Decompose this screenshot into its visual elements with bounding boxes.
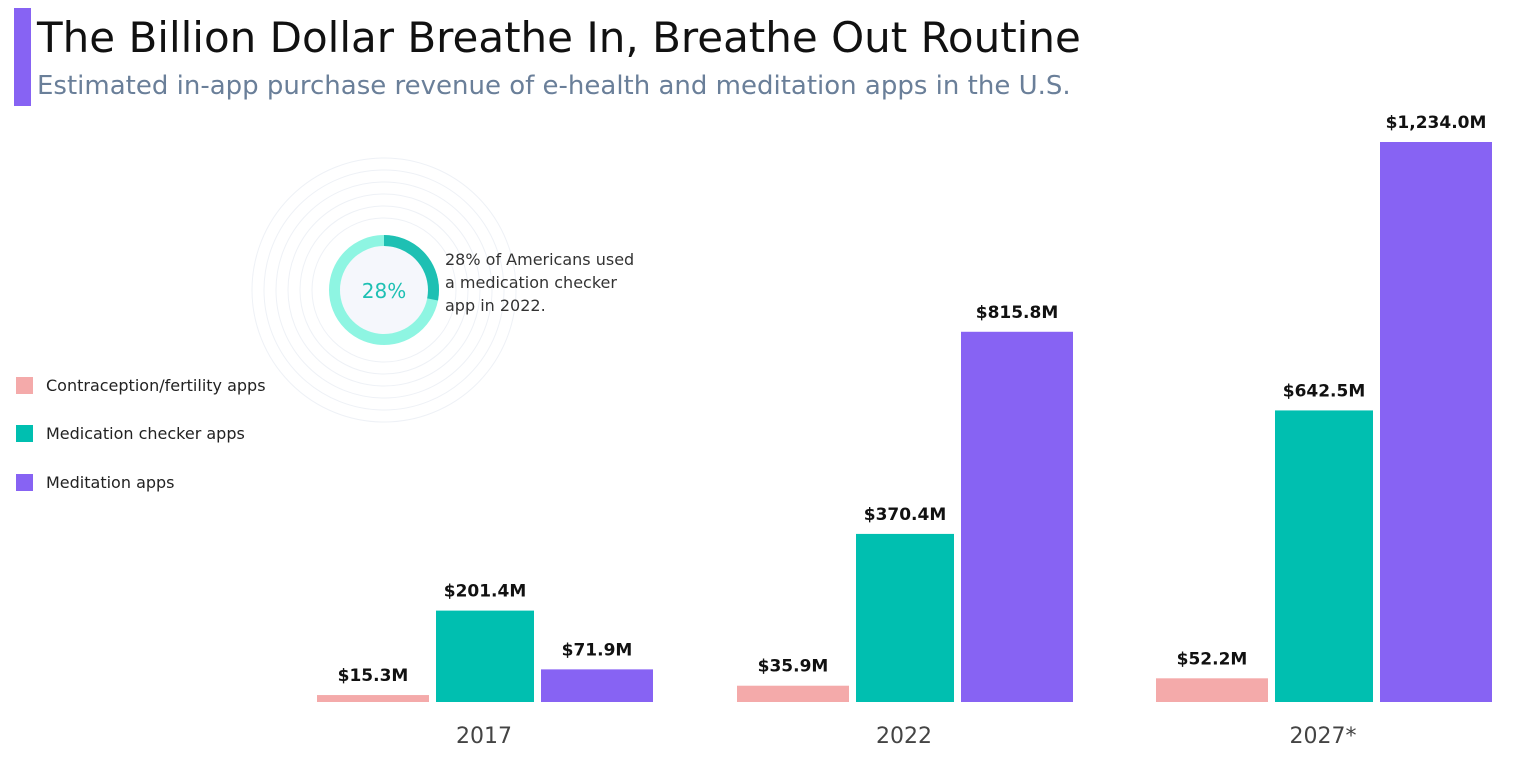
data-label-contraception-0: $15.3M bbox=[338, 666, 409, 686]
title-accent-bar bbox=[14, 8, 31, 106]
faint-background-rings bbox=[251, 157, 517, 423]
donut-arc-28-percent bbox=[329, 235, 439, 345]
bar-meditation-1 bbox=[961, 331, 1073, 702]
bar-contraception-0 bbox=[317, 695, 429, 702]
bar-medication-1 bbox=[856, 533, 954, 702]
data-label-contraception-2: $52.2M bbox=[1177, 649, 1248, 669]
chart-subtitle: Estimated in-app purchase revenue of e-h… bbox=[37, 71, 1071, 101]
legend-swatch-medication bbox=[16, 425, 33, 442]
legend-item-contraception: Contraception/fertility apps bbox=[16, 372, 266, 398]
legend-swatch-contraception bbox=[16, 376, 33, 394]
data-label-meditation-1: $815.8M bbox=[976, 303, 1059, 323]
legend-label-contraception: Contraception/fertility apps bbox=[46, 375, 266, 395]
legend-label-medication: Medication checker apps bbox=[46, 424, 245, 443]
data-label-meditation-0: $71.9M bbox=[562, 640, 633, 660]
donut-center-label: 28% bbox=[362, 279, 406, 303]
x-tick-label-0: 2017 bbox=[456, 724, 512, 749]
bar-medication-0 bbox=[436, 610, 534, 702]
chart-title: The Billion Dollar Breathe In, Breathe O… bbox=[37, 13, 1081, 62]
x-tick-label-2: 2027* bbox=[1290, 724, 1357, 749]
legend-swatch-meditation bbox=[16, 473, 33, 491]
bar-meditation-2 bbox=[1380, 142, 1492, 702]
annotation-donut: 28% bbox=[251, 157, 517, 423]
bar-meditation-0 bbox=[541, 669, 653, 702]
data-label-medication-2: $642.5M bbox=[1283, 381, 1366, 401]
legend-item-medication: Medication checker apps bbox=[16, 421, 266, 447]
legend-item-meditation: Meditation apps bbox=[16, 469, 266, 495]
data-label-medication-1: $370.4M bbox=[864, 505, 947, 525]
legend-label-meditation: Meditation apps bbox=[46, 472, 175, 492]
legend: Contraception/fertility apps Medication … bbox=[16, 372, 266, 518]
bar-contraception-1 bbox=[737, 685, 849, 702]
annotation-text: 28% of Americans used a medication check… bbox=[445, 250, 635, 315]
donut-center-fill bbox=[340, 246, 428, 334]
data-label-contraception-1: $35.9M bbox=[758, 657, 829, 677]
x-tick-label-1: 2022 bbox=[876, 724, 932, 749]
data-label-meditation-2: $1,234.0M bbox=[1386, 113, 1487, 133]
bar-contraception-2 bbox=[1156, 678, 1268, 702]
data-label-medication-0: $201.4M bbox=[444, 582, 527, 602]
bar-medication-2 bbox=[1275, 410, 1373, 702]
